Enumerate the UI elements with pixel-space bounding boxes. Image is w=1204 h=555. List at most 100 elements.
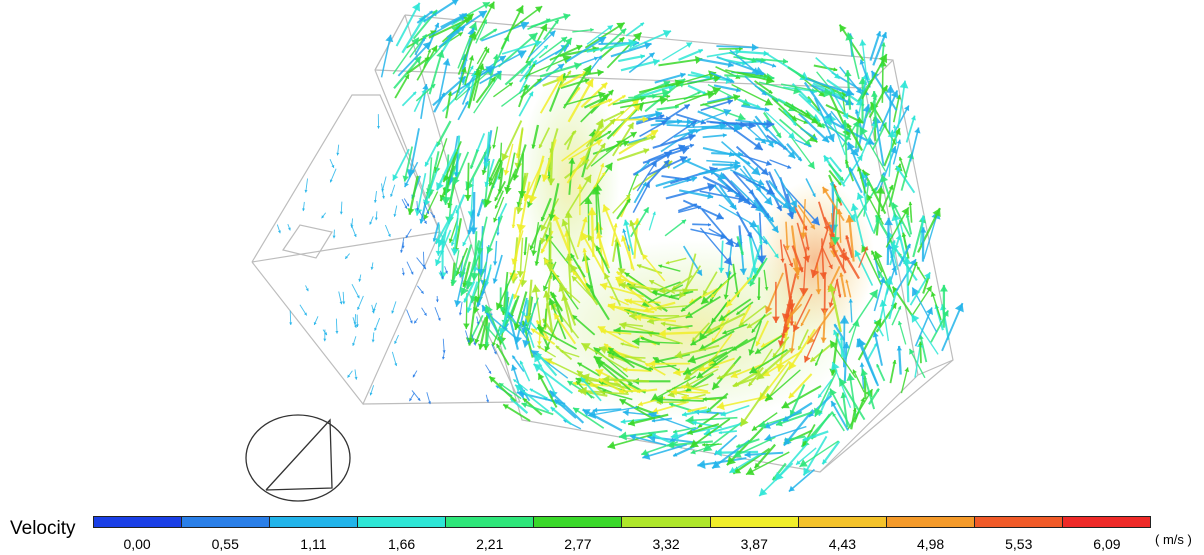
velocity-arrow [729, 453, 762, 474]
velocity-arrow-head [459, 286, 469, 296]
velocity-arrow-head [746, 160, 751, 165]
velocity-arrow-head [543, 290, 551, 298]
velocity-arrow-head [462, 282, 467, 287]
velocity-arrow [585, 123, 604, 148]
velocity-arrow [733, 436, 776, 458]
colorbar-swatch [710, 517, 799, 527]
velocity-arrow-head [756, 104, 761, 109]
velocity-arrow-head [942, 310, 949, 317]
velocity-arrow-head [644, 41, 652, 50]
velocity-arrow-head [393, 213, 397, 217]
velocity-arrow [451, 267, 459, 286]
velocity-arrow [885, 206, 910, 248]
velocity-arrow-head [423, 312, 427, 316]
velocity-arrow [612, 103, 641, 137]
velocity-arrow-head [814, 407, 823, 417]
velocity-arrow-head [618, 268, 626, 276]
velocity-arrow [706, 159, 741, 164]
velocity-arrow [800, 127, 818, 141]
velocity-arrow [590, 89, 615, 114]
velocity-arrow-head [534, 354, 542, 363]
velocity-arrow [648, 144, 686, 161]
velocity-arrow-head [601, 328, 606, 335]
velocity-arrow [521, 402, 554, 416]
velocity-arrow-head [529, 388, 534, 392]
velocity-arrow [662, 41, 693, 61]
velocity-arrow-head [709, 298, 714, 303]
velocity-arrow-head [757, 179, 765, 186]
velocity-arrow-head [570, 253, 576, 259]
velocity-arrow [576, 216, 588, 248]
velocity-arrow-head [737, 112, 746, 121]
velocity-arrow [659, 288, 698, 293]
velocity-arrow-head [660, 321, 666, 327]
velocity-arrow [869, 31, 882, 61]
velocity-arrow-head [736, 311, 741, 315]
velocity-arrow [589, 98, 613, 109]
velocity-arrow [738, 305, 767, 327]
velocity-arrow-head [666, 94, 671, 99]
velocity-arrow-head [458, 26, 465, 32]
velocity-arrow [585, 142, 607, 170]
velocity-arrow-head [424, 161, 430, 167]
velocity-arrow [585, 282, 610, 321]
velocity-arrow-head [792, 122, 797, 126]
velocity-arrow [590, 118, 616, 143]
velocity-arrow-head [764, 392, 774, 401]
velocity-arrow [872, 31, 887, 66]
velocity-arrow-head [602, 375, 610, 384]
velocity-arrow-head [374, 217, 378, 221]
velocity-arrow [641, 441, 679, 456]
velocity-arrow [504, 59, 533, 86]
velocity-arrow-head [718, 267, 725, 273]
velocity-arrow-head [636, 263, 642, 269]
velocity-arrow-head [404, 205, 408, 209]
velocity-arrow-head [892, 360, 897, 365]
velocity-arrow-head [662, 29, 672, 38]
velocity-arrow-head [607, 131, 612, 135]
velocity-arrow [701, 208, 735, 248]
velocity-arrow [870, 250, 883, 273]
velocity-arrow [722, 323, 748, 335]
velocity-arrow-head [422, 264, 426, 268]
velocity-arrow-head [697, 459, 706, 469]
velocity-arrow [730, 179, 764, 213]
velocity-arrow-head [609, 296, 614, 300]
velocity-arrow-head [683, 104, 690, 110]
velocity-arrow-head [599, 345, 608, 354]
velocity-arrow-head [561, 219, 569, 227]
velocity-arrow-head [844, 70, 852, 77]
velocity-arrow-head [562, 55, 572, 65]
velocity-arrow-head [723, 294, 729, 300]
velocity-arrow-head [423, 266, 426, 270]
velocity-arrow-head [595, 369, 604, 377]
velocity-arrow-head [564, 37, 572, 46]
velocity-arrow [586, 24, 614, 45]
velocity-arrow-head [537, 345, 542, 350]
velocity-arrow-head [564, 253, 573, 261]
velocity-arrow [683, 158, 727, 180]
velocity-arrow [635, 112, 661, 124]
velocity-arrow [519, 360, 531, 382]
velocity-arrow-head [608, 353, 613, 358]
velocity-arrow-head [407, 208, 415, 215]
velocity-arrow [485, 264, 492, 286]
velocity-arrow-head [892, 240, 896, 244]
velocity-arrow-head [822, 459, 828, 465]
velocity-arrow-head [697, 205, 702, 210]
velocity-arrow-head [376, 126, 381, 129]
velocity-arrow-head [768, 89, 773, 94]
velocity-arrow [658, 57, 703, 67]
velocity-arrow [476, 46, 488, 65]
velocity-arrow-head [761, 342, 767, 348]
velocity-arrow [735, 301, 754, 316]
velocity-arrow-head [410, 271, 414, 275]
velocity-arrow [782, 401, 813, 423]
velocity-arrow [494, 240, 498, 266]
velocity-arrow-head [685, 386, 692, 392]
velocity-arrow [802, 199, 806, 239]
velocity-arrow-head [854, 250, 862, 258]
velocity-arrow-head [493, 29, 497, 33]
velocity-arrow [423, 191, 439, 221]
velocity-arrow [718, 298, 752, 322]
